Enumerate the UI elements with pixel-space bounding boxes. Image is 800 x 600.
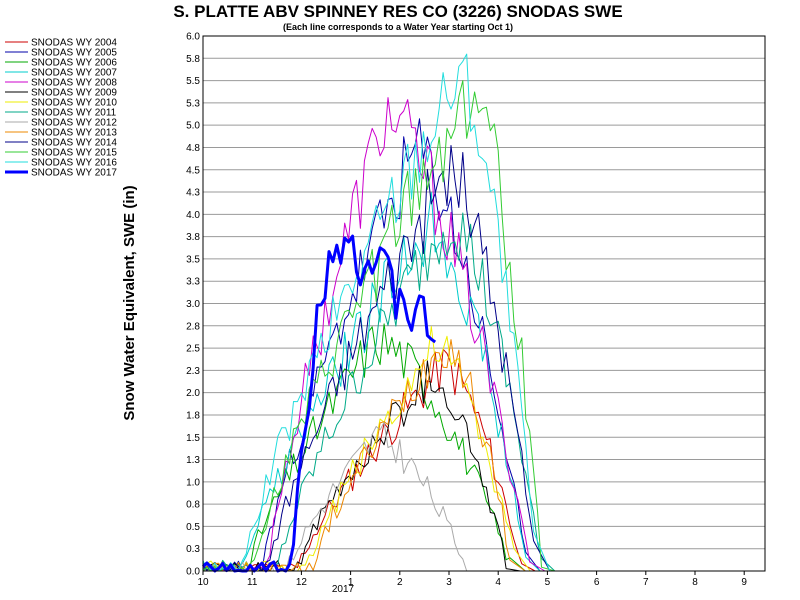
y-tick-label: 5.8 xyxy=(186,54,200,65)
legend-label: SNODAS WY 2017 xyxy=(31,168,117,179)
x-tick-label: 9 xyxy=(741,577,747,588)
legend-label: SNODAS WY 2015 xyxy=(31,148,117,159)
x-tick-label: 4 xyxy=(495,577,501,588)
y-tick-label: 2.8 xyxy=(186,321,200,332)
x-tick-label: 12 xyxy=(296,577,308,588)
y-tick-label: 4.8 xyxy=(186,143,200,154)
y-tick-label: 1.3 xyxy=(186,455,200,466)
legend-label: SNODAS WY 2014 xyxy=(31,138,117,149)
legend-label: SNODAS WY 2004 xyxy=(31,38,117,49)
plot-frame xyxy=(202,35,766,572)
x-tick-label: 7 xyxy=(643,577,649,588)
y-tick-label: 3.5 xyxy=(186,254,200,265)
legend-label: SNODAS WY 2008 xyxy=(31,78,117,89)
y-tick-label: 1.5 xyxy=(186,433,200,444)
y-tick-label: 6.0 xyxy=(186,32,200,43)
y-tick-label: 3.0 xyxy=(186,299,200,310)
series-line xyxy=(203,323,526,572)
legend-label: SNODAS WY 2010 xyxy=(31,98,117,109)
legend-label: SNODAS WY 2006 xyxy=(31,58,117,69)
y-tick-label: 0.3 xyxy=(186,544,200,555)
x-tick-label: 1 xyxy=(348,577,354,588)
y-tick-label: 5.0 xyxy=(186,121,200,132)
y-tick-label: 5.5 xyxy=(186,76,200,87)
y-tick-label: 1.0 xyxy=(186,477,200,488)
x-tick-label: 11 xyxy=(247,577,258,588)
y-tick-label: 4.5 xyxy=(186,165,200,176)
y-tick-label: 4.0 xyxy=(186,210,200,221)
y-tick-label: 2.3 xyxy=(186,366,200,377)
y-tick-label: 0.8 xyxy=(186,500,200,511)
y-tick-label: 3.3 xyxy=(186,277,200,288)
legend-label: SNODAS WY 2009 xyxy=(31,88,117,99)
series-line xyxy=(202,53,551,572)
axes: 0.0 0.3 0.5 0.8 1.0 1.3 1.5 1.8 2.0 2.3 2.5 2.8 3.0 3… xyxy=(186,32,747,589)
legend-label: SNODAS WY 2011 xyxy=(31,108,117,119)
y-tick-label: 4.3 xyxy=(186,188,200,199)
y-tick-label: 2.0 xyxy=(186,388,200,399)
legend-label: SNODAS WY 2016 xyxy=(31,158,117,169)
x-tick-label: 3 xyxy=(446,577,452,588)
y-tick-label: 0.5 xyxy=(186,522,200,533)
chart-subtitle: (Each line corresponds to a Water Year s… xyxy=(283,22,513,32)
y-axis-label: Snow Water Equivalent, SWE (in) xyxy=(121,185,138,420)
x-tick-label: 10 xyxy=(197,577,209,588)
legend-label: SNODAS WY 2005 xyxy=(31,48,117,59)
legend-label: SNODAS WY 2007 xyxy=(31,68,117,79)
x-tick-label: 2 xyxy=(397,577,403,588)
x-tick-label: 6 xyxy=(594,577,600,588)
series-line xyxy=(202,192,541,572)
x-year-label: 2017 xyxy=(332,584,355,595)
y-tick-label: 2.5 xyxy=(186,344,200,355)
legend-label: SNODAS WY 2013 xyxy=(31,128,117,139)
series-line xyxy=(202,80,555,572)
y-tick-label: 1.8 xyxy=(186,410,200,421)
legend-label: SNODAS WY 2012 xyxy=(31,118,117,129)
chart-title: S. PLATTE ABV SPINNEY RES CO (3226) SNOD… xyxy=(173,2,622,21)
y-tick-label: 3.8 xyxy=(186,232,200,243)
y-tick-label: 0.0 xyxy=(186,567,200,578)
x-tick-label: 8 xyxy=(692,577,698,588)
x-tick-label: 5 xyxy=(545,577,551,588)
y-tick-label: 5.3 xyxy=(186,98,200,109)
